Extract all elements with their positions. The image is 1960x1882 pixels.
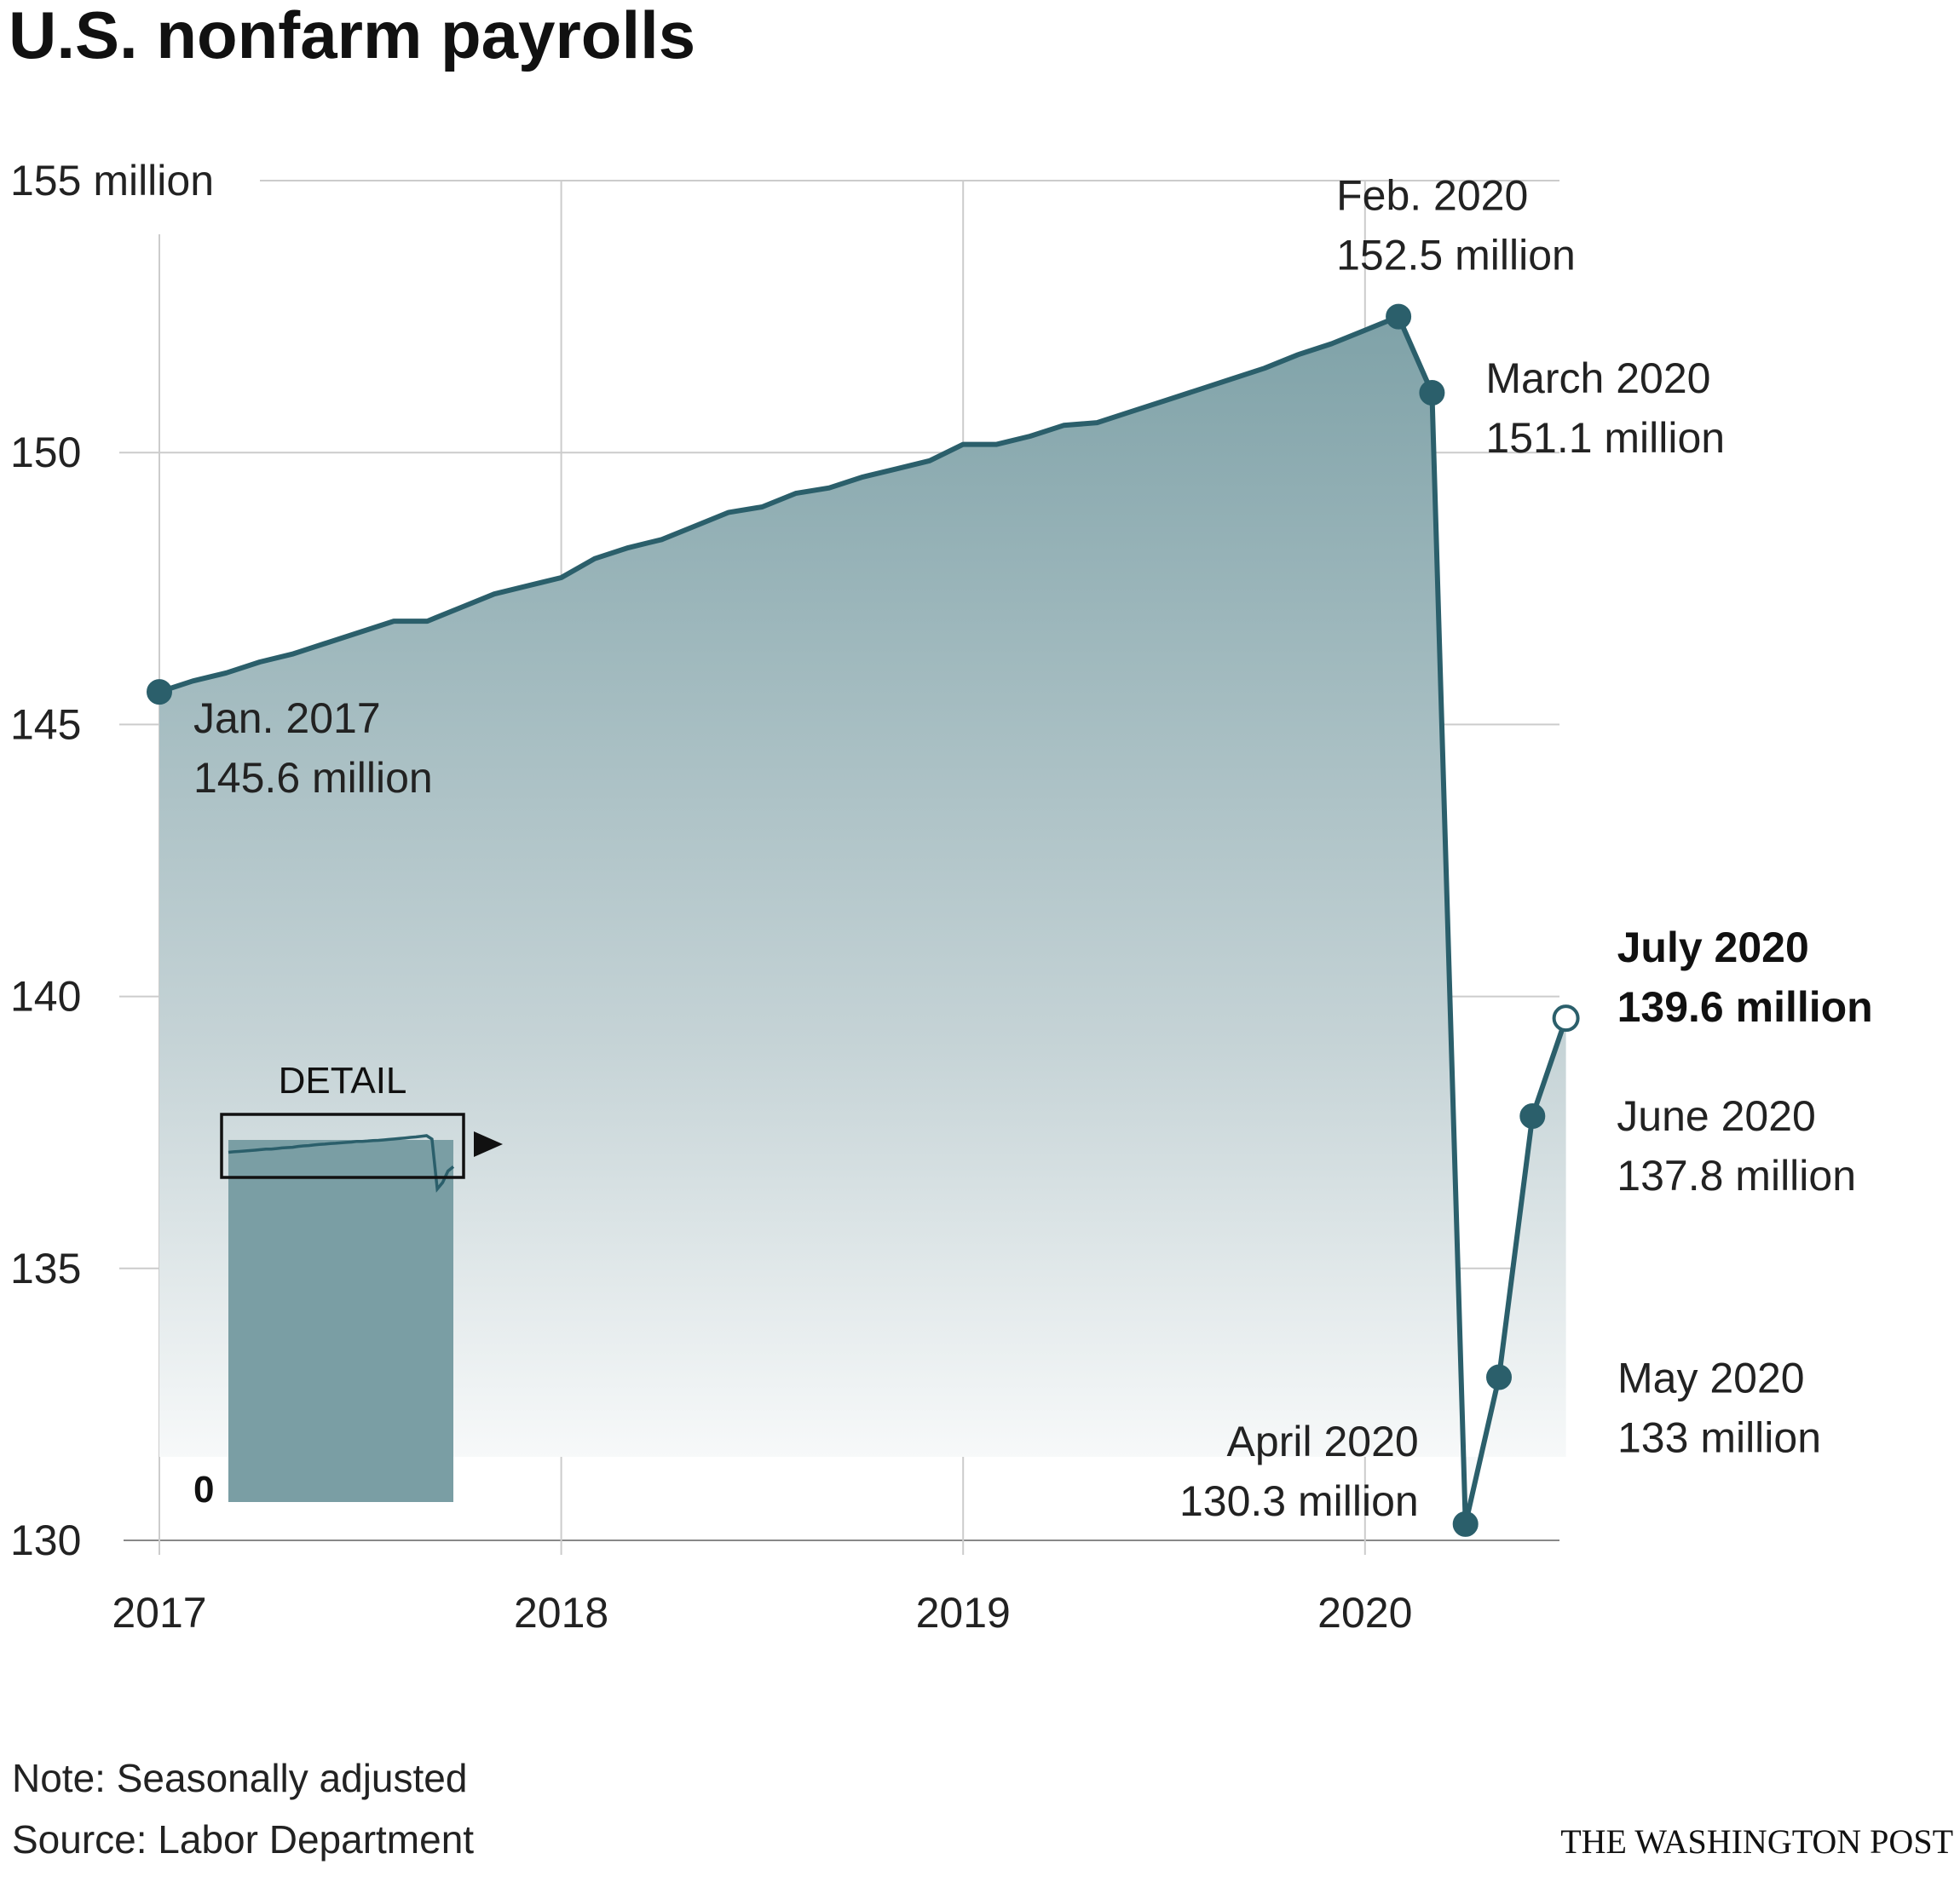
detail-area (228, 1140, 453, 1502)
y-tick-label: 135 (10, 1245, 81, 1292)
payroll-line (159, 314, 1569, 1527)
data-point-marker (1486, 1364, 1512, 1390)
data-point-marker (1519, 1103, 1546, 1130)
x-tick-label: 2019 (916, 1589, 1011, 1637)
detail-inset: DETAIL 0 (193, 1060, 503, 1511)
data-point-marker (1386, 303, 1412, 330)
annotation-date: June 2020 (1617, 1092, 1816, 1140)
data-point-marker (147, 679, 172, 705)
x-tick-label: 2020 (1317, 1589, 1412, 1637)
y-tick-label: 140 (10, 973, 81, 1021)
note-text: Note: Seasonally adjusted (12, 1756, 467, 1800)
detail-box (220, 1113, 465, 1179)
annotation-date: July 2020 (1617, 924, 1809, 971)
y-axis-labels: 155 million 150 145 140 135 130 (10, 157, 214, 1564)
annotation-value: 137.8 million (1617, 1152, 1856, 1200)
data-point-marker (1452, 1511, 1479, 1537)
annotation-value: 145.6 million (193, 754, 433, 802)
annotation-date: May 2020 (1617, 1354, 1805, 1401)
annotations: Jan. 2017 145.6 million Feb. 2020 152.5 mil… (193, 172, 1873, 1525)
annotation-date: Feb. 2020 (1336, 172, 1528, 220)
source-text: Source: Labor Department (12, 1817, 474, 1862)
chart-title: U.S. nonfarm payrolls (9, 0, 695, 72)
x-tick-label: 2018 (514, 1589, 608, 1637)
annotation-value: 152.5 million (1336, 232, 1576, 279)
detail-arrow-icon (474, 1131, 503, 1157)
y-tick-label: 155 million (10, 157, 214, 204)
brand-logo: THE WASHINGTON POST (1560, 1822, 1953, 1861)
detail-line (228, 1134, 455, 1193)
y-tick-label: 150 (10, 429, 81, 476)
annotation-date: April 2020 (1227, 1418, 1419, 1465)
annotation-value: 139.6 million (1617, 983, 1873, 1031)
annotation-value: 133 million (1617, 1413, 1821, 1461)
annotation-value: 130.3 million (1179, 1477, 1419, 1525)
annotation-value: 151.1 million (1485, 414, 1725, 462)
y-tick-label: 145 (10, 700, 81, 748)
annotation-date: March 2020 (1485, 354, 1710, 402)
detail-zero-label: 0 (193, 1469, 214, 1511)
data-point-marker (1419, 379, 1445, 406)
data-markers (147, 303, 1580, 1537)
annotation-date: Jan. 2017 (193, 694, 381, 742)
x-axis-labels: 2017 2018 2019 2020 (112, 1589, 1412, 1637)
y-tick-label: 130 (10, 1517, 81, 1564)
detail-label: DETAIL (279, 1060, 407, 1102)
payroll-area (159, 316, 1566, 1524)
x-tick-label: 2017 (112, 1589, 206, 1637)
data-point-marker (1552, 1004, 1580, 1033)
